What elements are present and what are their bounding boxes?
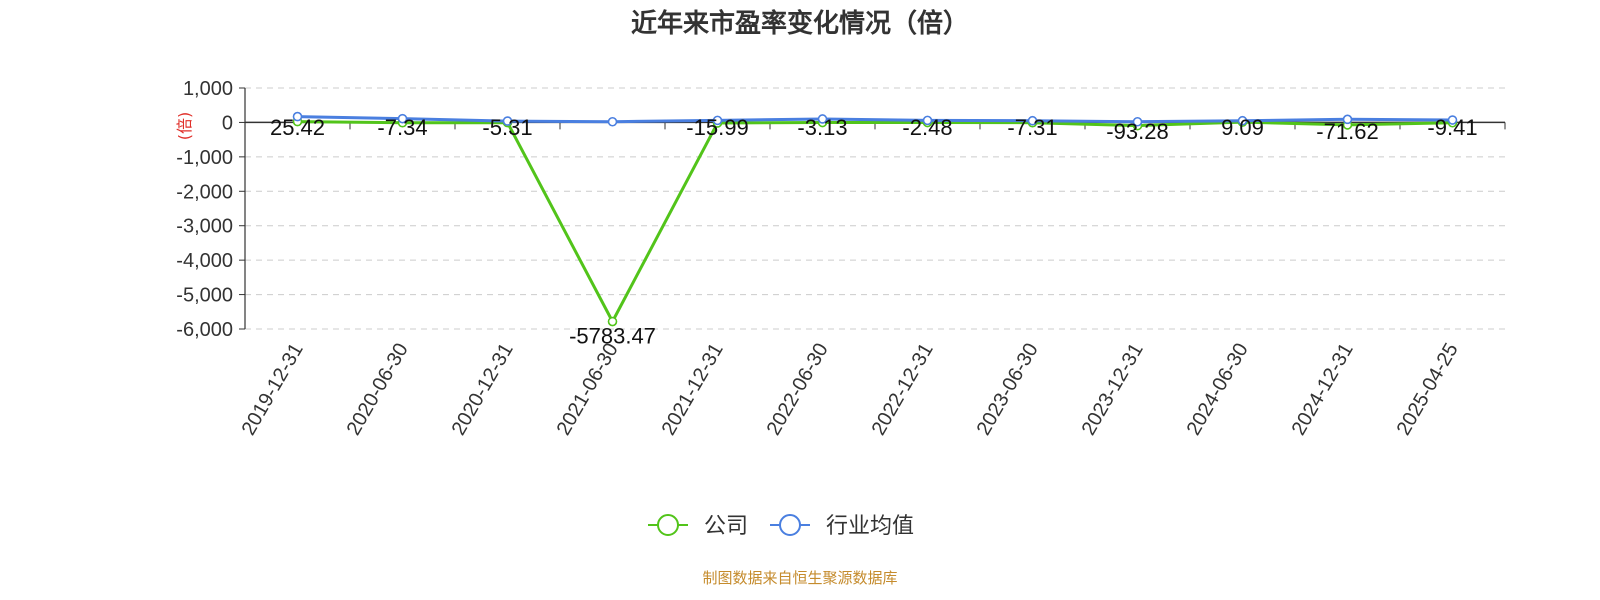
data-point	[712, 115, 723, 126]
data-label: -2.48	[902, 115, 952, 140]
data-label: -9.41	[1427, 115, 1477, 140]
data-label: -5.31	[482, 115, 532, 140]
data-label: -5783.47	[569, 324, 656, 349]
data-point	[1237, 115, 1248, 126]
series-line-1	[297, 115, 1453, 124]
data-point	[817, 114, 828, 124]
data-label: -71.62	[1316, 119, 1378, 144]
x-tick-label: 2022-06-30	[763, 340, 833, 440]
legend-label: 行业均值	[826, 514, 914, 539]
x-tick-label: 2021-12-31	[658, 340, 728, 440]
source-note: 制图数据来自恒生聚源数据库	[702, 569, 897, 587]
data-label: 9.09	[1221, 115, 1264, 140]
legend-marker-circle	[779, 514, 801, 536]
data-point	[397, 113, 408, 124]
data-point	[607, 116, 618, 127]
y-tick-label: -5,000	[176, 285, 233, 307]
y-tick-label: 1,000	[183, 78, 233, 100]
y-tick-label: -3,000	[176, 216, 233, 238]
x-tick-label: 2024-12-31	[1288, 340, 1358, 440]
series-points	[292, 111, 1458, 327]
data-point	[922, 115, 933, 126]
data-labels: 25.42 -7.34 -5.31 -5783.47 -15.99 -3.13 -2.48 -…	[270, 115, 1478, 348]
legend-item-0[interactable]: 公司	[648, 514, 748, 539]
x-tick-label: 2022-12-31	[868, 340, 938, 440]
data-point	[1342, 114, 1353, 125]
data-point	[1027, 115, 1038, 126]
x-tick-label: 2020-06-30	[343, 340, 413, 440]
y-tick-label: -4,000	[176, 250, 233, 272]
data-label: -7.34	[377, 115, 427, 140]
data-label: -3.13	[797, 115, 847, 140]
data-point	[1447, 115, 1458, 125]
x-tick-label: 2019-12-31	[238, 340, 308, 440]
legend-marker-circle	[657, 514, 679, 536]
x-tick-label: 2025-04-25	[1393, 340, 1463, 440]
y-tick-label: 0	[222, 112, 233, 134]
y-tick-label: -2,000	[176, 181, 233, 203]
x-tick-label: 2021-06-30	[553, 340, 623, 440]
chart-title: 近年来市盈率变化情况（倍）	[631, 8, 969, 39]
y-tick-label: -1,000	[176, 147, 233, 169]
x-tick-label: 2020-12-31	[448, 340, 518, 440]
series-lines	[297, 115, 1453, 323]
data-point	[1132, 116, 1143, 127]
data-label: -15.99	[686, 115, 748, 140]
x-tick-label: 2023-06-30	[973, 340, 1043, 440]
y-axis-label: (倍)	[175, 112, 194, 141]
grid-lines	[245, 87, 1505, 330]
x-tick-label: 2023-12-31	[1078, 340, 1148, 440]
x-tick-labels: 2019-12-31 2020-06-30 2020-12-31 2021-06-30…	[238, 340, 1463, 440]
data-point	[292, 111, 303, 122]
legend[interactable]: 公司 行业均值	[648, 514, 914, 539]
y-tick-label: -6,000	[176, 319, 233, 341]
data-point	[607, 316, 618, 327]
series-line-0	[297, 120, 1453, 323]
data-label: 25.42	[270, 115, 325, 140]
y-tick-labels: 1,000 0 -1,000 -2,000 -3,000 -4,000 -5,000 -6,0…	[176, 78, 233, 341]
data-label: -93.28	[1106, 119, 1168, 144]
x-tick-label: 2024-06-30	[1183, 340, 1253, 440]
data-label: -7.31	[1007, 115, 1057, 140]
data-point	[502, 116, 513, 126]
legend-label: 公司	[704, 514, 748, 539]
legend-item-1[interactable]: 行业均值	[770, 514, 914, 539]
